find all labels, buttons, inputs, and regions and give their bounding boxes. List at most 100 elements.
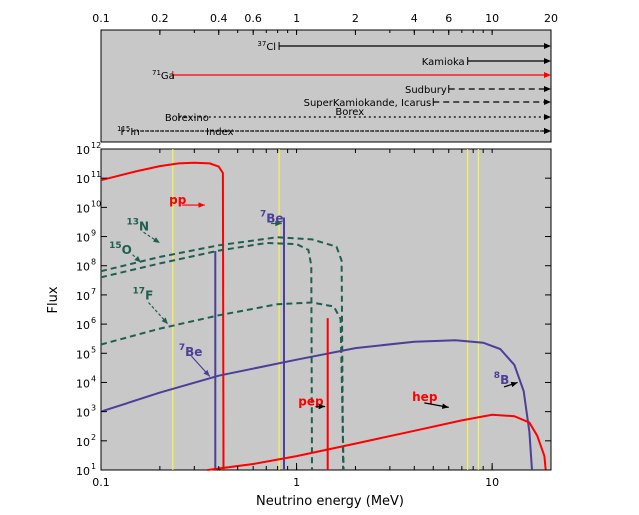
- y-tick-label-4: 10: [76, 261, 90, 274]
- pointer-head-3: [134, 256, 141, 263]
- flux-panel: [100, 148, 552, 471]
- bottom-tick-label-0: 0.1: [92, 476, 110, 489]
- detector-label-3: Sudbury: [405, 85, 447, 96]
- y-tick-exp-0: 12: [91, 141, 101, 150]
- series-pp: [100, 161, 225, 471]
- source-label-3: 15O: [109, 241, 132, 257]
- source-superscript: 13: [126, 218, 139, 228]
- detector-label-6: Borex: [335, 107, 364, 118]
- detector-arrow-4: [544, 99, 551, 105]
- top-tick-label-9: 20: [544, 12, 558, 25]
- y-tick-label-3: 10: [76, 232, 90, 245]
- source-superscript: 7: [179, 343, 185, 353]
- source-name: F: [145, 288, 153, 302]
- threshold-lines: [172, 149, 479, 470]
- top-tick-label-1: 0.2: [151, 12, 169, 25]
- y-tick-exp-9: 3: [91, 404, 96, 413]
- pointer-head-2: [152, 237, 160, 244]
- source-name: Be: [266, 212, 283, 226]
- detector-label-0: 37Cl: [257, 40, 276, 53]
- pointer-head-0: [198, 202, 205, 208]
- source-superscript: 15: [109, 241, 122, 251]
- y-tick-label-10: 10: [76, 436, 90, 449]
- detector-panel: [100, 29, 552, 143]
- y-tick-label-9: 10: [76, 407, 90, 420]
- detector-arrow-2: [544, 72, 551, 78]
- detector-superscript: 71: [152, 69, 161, 77]
- detector-label-4: SuperKamiokande, Icarus: [304, 98, 432, 109]
- top-tick-label-2: 0.4: [210, 12, 228, 25]
- x-axis-title: Neutrino energy (MeV): [256, 494, 404, 509]
- detector-label-8: 115In: [117, 125, 140, 138]
- top-tick-label-8: 10: [485, 12, 499, 25]
- y-tick-label-2: 10: [76, 202, 90, 215]
- y-tick-label-11: 10: [76, 465, 90, 478]
- source-label-6: 8B: [494, 371, 509, 387]
- series-hep: [207, 413, 547, 471]
- detector-arrow-0: [544, 43, 551, 49]
- y-tick-exp-11: 1: [91, 462, 96, 471]
- bottom-tick-label-1: 1: [293, 476, 300, 489]
- pointer-head-5: [203, 369, 210, 377]
- in-arrow: [544, 128, 551, 134]
- top-tick-label-3: 0.6: [244, 12, 262, 25]
- top-tick-label-4: 1: [293, 12, 300, 25]
- detector-name: Ga: [161, 71, 175, 82]
- source-superscript: 8: [494, 371, 500, 381]
- y-tick-exp-7: 5: [91, 345, 96, 354]
- y-tick-label-8: 10: [76, 377, 90, 390]
- bottom-tick-label-2: 10: [485, 476, 499, 489]
- source-name: O: [122, 243, 132, 257]
- detector-superscript: 37: [257, 40, 266, 48]
- detector-arrow-1: [544, 58, 551, 64]
- pointer-head-8: [441, 403, 449, 409]
- top-tick-label-5: 2: [352, 12, 359, 25]
- y-tick-label-5: 10: [76, 290, 90, 303]
- flux-curves: [100, 161, 547, 471]
- y-tick-exp-5: 7: [91, 287, 96, 296]
- y-tick-exp-10: 2: [91, 433, 96, 442]
- source-name: N: [139, 220, 149, 234]
- source-label-8: hep: [412, 390, 438, 404]
- source-name: Be: [185, 345, 202, 359]
- pointer-head-6: [510, 381, 518, 388]
- detector-label-2: 71Ga: [152, 69, 175, 82]
- source-superscript: 17: [133, 286, 146, 296]
- y-tick-label-1: 10: [76, 173, 90, 186]
- source-label-4: 17F: [133, 286, 154, 302]
- pointer-head-1: [275, 220, 282, 227]
- series-15o: [100, 236, 345, 471]
- y-tick-exp-6: 6: [91, 316, 96, 325]
- source-superscript: 7: [260, 210, 266, 220]
- top-tick-label-0: 0.1: [92, 12, 110, 25]
- y-tick-label-0: 10: [76, 144, 90, 157]
- detector-label-5: Borexino: [165, 113, 209, 124]
- series-13n: [100, 241, 313, 471]
- y-tick-exp-2: 10: [91, 199, 101, 208]
- panel-backgrounds: [100, 29, 552, 471]
- pointer-head-7: [318, 403, 326, 410]
- detector-name: In: [130, 127, 139, 138]
- source-label-7: pep: [298, 395, 324, 409]
- top-tick-label-7: 6: [445, 12, 452, 25]
- detector-name: Cl: [266, 42, 276, 53]
- series-17f: [100, 301, 345, 471]
- detector-arrow-5: [544, 114, 551, 120]
- detector-ranges: 37Cl Kamioka 71Ga Sudbury SuperKamiokande, I…: [117, 40, 551, 138]
- y-tick-exp-4: 8: [91, 258, 96, 267]
- y-tick-exp-1: 11: [91, 170, 101, 179]
- y-tick-exp-3: 9: [91, 229, 96, 238]
- y-axis-title: Flux: [46, 286, 61, 313]
- source-label-5: 7Be: [179, 343, 203, 359]
- source-label-1: 7Be: [260, 210, 284, 226]
- source-label-2: 13N: [126, 218, 149, 234]
- detector-label-7: Index: [206, 127, 234, 138]
- top-tick-label-6: 4: [411, 12, 418, 25]
- source-label-0: pp: [169, 193, 187, 207]
- y-tick-label-7: 10: [76, 348, 90, 361]
- pointer-head-4: [161, 317, 168, 325]
- detector-superscript: 115: [117, 125, 130, 133]
